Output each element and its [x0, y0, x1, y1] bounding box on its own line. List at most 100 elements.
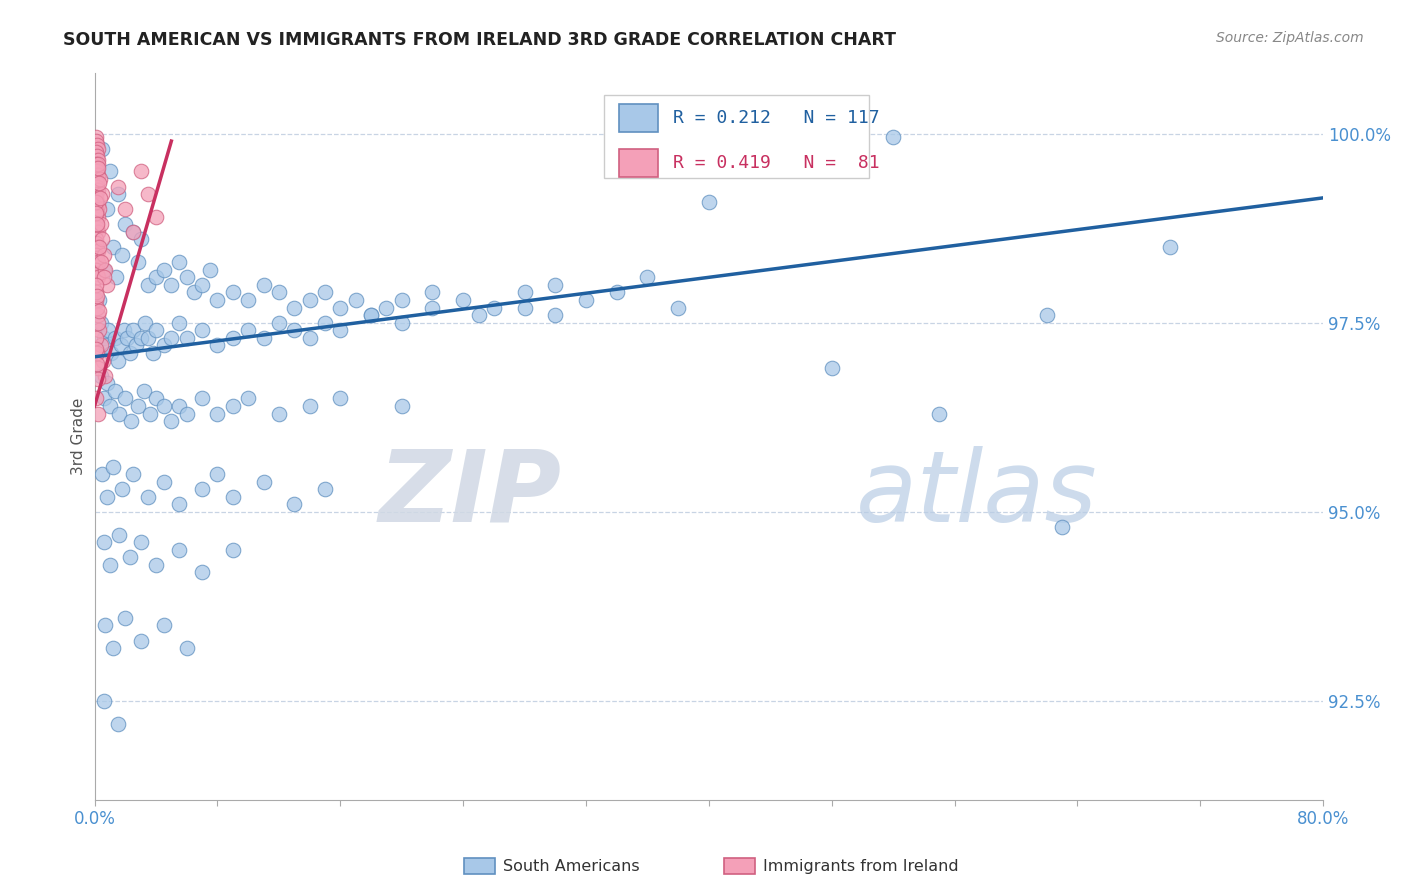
Point — [283, 301, 305, 315]
Point — [697, 194, 720, 209]
Point — [136, 277, 159, 292]
Point — [145, 323, 167, 337]
Point — [152, 618, 174, 632]
Point — [132, 384, 155, 398]
Point — [191, 323, 214, 337]
Text: ZIP: ZIP — [378, 446, 561, 543]
Point — [103, 331, 125, 345]
Point — [482, 301, 505, 315]
Point — [84, 218, 107, 232]
Point — [96, 376, 118, 391]
Point — [94, 368, 117, 383]
Point — [84, 187, 107, 202]
Point — [84, 172, 107, 186]
Point — [636, 270, 658, 285]
Point — [86, 357, 108, 371]
Point — [666, 301, 689, 315]
Point — [115, 331, 138, 345]
Point — [222, 285, 245, 300]
Point — [252, 331, 274, 345]
Point — [191, 392, 214, 406]
Point — [236, 392, 259, 406]
Point — [145, 558, 167, 572]
Text: Source: ZipAtlas.com: Source: ZipAtlas.com — [1216, 31, 1364, 45]
Point — [451, 293, 474, 307]
Point — [145, 210, 167, 224]
Point — [86, 267, 108, 281]
Point — [84, 342, 107, 356]
Point — [152, 262, 174, 277]
Point — [87, 168, 110, 182]
Point — [129, 331, 152, 345]
Point — [86, 176, 108, 190]
Point — [90, 368, 112, 383]
Point — [207, 293, 229, 307]
Point — [91, 467, 114, 481]
Point — [283, 323, 305, 337]
Point — [89, 240, 111, 254]
Point — [314, 285, 336, 300]
Point — [86, 407, 108, 421]
Point — [114, 392, 136, 406]
Point — [145, 392, 167, 406]
Point — [267, 316, 290, 330]
Point — [87, 157, 110, 171]
Point — [222, 490, 245, 504]
Point — [112, 323, 135, 337]
Point — [136, 187, 159, 202]
Point — [86, 346, 108, 360]
Point — [86, 236, 108, 251]
Point — [86, 218, 108, 232]
Point — [122, 225, 145, 239]
Text: R = 0.419   N =  81: R = 0.419 N = 81 — [673, 154, 880, 172]
Point — [93, 262, 115, 277]
Point — [107, 716, 129, 731]
Point — [86, 289, 108, 303]
Point — [91, 353, 114, 368]
Point — [91, 187, 114, 202]
Point — [167, 497, 190, 511]
Point — [107, 187, 129, 202]
Point — [134, 316, 156, 330]
Point — [136, 490, 159, 504]
Point — [87, 183, 110, 197]
Point — [176, 331, 198, 345]
Point — [360, 308, 382, 322]
Point — [252, 475, 274, 489]
Text: South Americans: South Americans — [503, 859, 640, 873]
Point — [86, 225, 108, 239]
Point — [105, 270, 128, 285]
Point — [84, 247, 107, 261]
Point — [513, 301, 536, 315]
Point — [118, 346, 141, 360]
Text: Immigrants from Ireland: Immigrants from Ireland — [763, 859, 959, 873]
Point — [87, 176, 110, 190]
Point — [467, 308, 489, 322]
Point — [139, 407, 162, 421]
Point — [89, 323, 111, 337]
Point — [94, 338, 117, 352]
Text: R = 0.212   N = 117: R = 0.212 N = 117 — [673, 109, 880, 128]
Text: atlas: atlas — [856, 446, 1098, 543]
Point — [84, 161, 107, 175]
Point — [107, 353, 129, 368]
FancyBboxPatch shape — [605, 95, 869, 178]
Point — [89, 191, 111, 205]
Point — [176, 407, 198, 421]
Point — [575, 293, 598, 307]
Point — [114, 202, 136, 217]
Point — [84, 145, 107, 160]
Point — [183, 285, 205, 300]
Point — [314, 482, 336, 496]
Point — [391, 293, 413, 307]
Point — [84, 130, 107, 145]
Point — [122, 467, 145, 481]
Point — [86, 137, 108, 152]
Point — [110, 338, 132, 352]
Point — [87, 161, 110, 175]
Point — [142, 346, 165, 360]
Point — [122, 323, 145, 337]
Point — [222, 399, 245, 413]
Point — [152, 399, 174, 413]
Point — [283, 497, 305, 511]
